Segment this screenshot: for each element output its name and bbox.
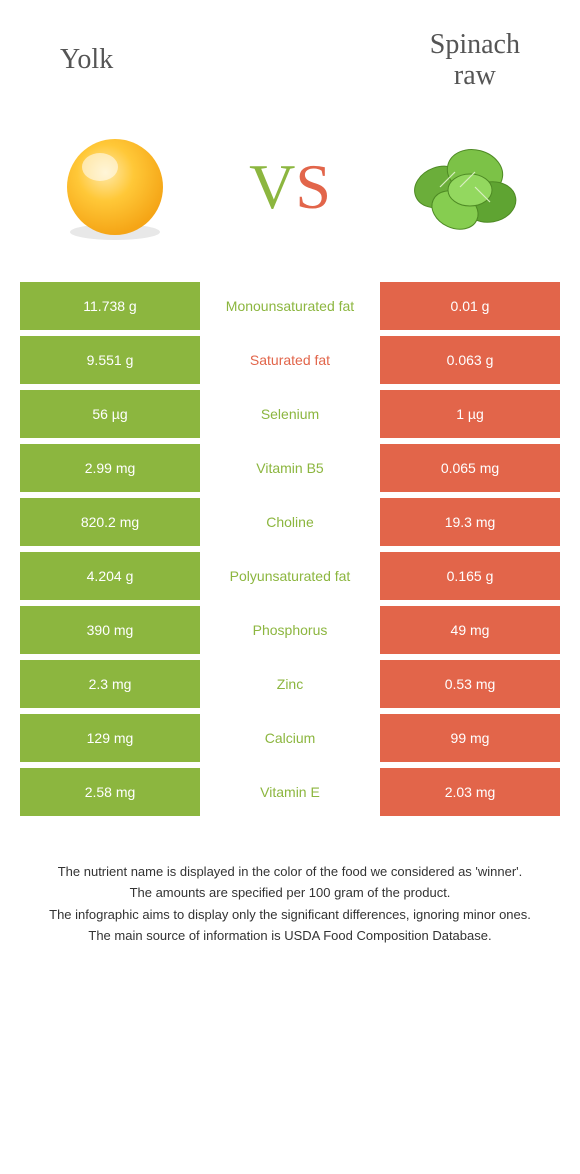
table-row: 56 µgSelenium1 µg [20, 390, 560, 438]
table-row: 4.204 gPolyunsaturated fat0.165 g [20, 552, 560, 600]
nutrient-label: Calcium [200, 714, 380, 762]
left-value: 2.99 mg [20, 444, 200, 492]
right-food-title: Spinach raw [430, 30, 520, 92]
right-value: 0.063 g [380, 336, 560, 384]
nutrient-label: Phosphorus [200, 606, 380, 654]
left-value: 2.58 mg [20, 768, 200, 816]
right-value: 2.03 mg [380, 768, 560, 816]
right-title-line2: raw [430, 61, 520, 92]
left-value: 390 mg [20, 606, 200, 654]
right-value: 0.53 mg [380, 660, 560, 708]
right-value: 0.165 g [380, 552, 560, 600]
footnote-line: The nutrient name is displayed in the co… [30, 862, 550, 882]
left-value: 820.2 mg [20, 498, 200, 546]
right-value: 0.065 mg [380, 444, 560, 492]
table-row: 390 mgPhosphorus49 mg [20, 606, 560, 654]
table-row: 2.99 mgVitamin B50.065 mg [20, 444, 560, 492]
nutrient-label: Selenium [200, 390, 380, 438]
left-value: 4.204 g [20, 552, 200, 600]
table-row: 2.58 mgVitamin E2.03 mg [20, 768, 560, 816]
vs-v: V [249, 150, 295, 224]
yolk-image [50, 122, 180, 252]
left-value: 9.551 g [20, 336, 200, 384]
vs-s: S [295, 150, 331, 224]
left-value: 129 mg [20, 714, 200, 762]
right-value: 49 mg [380, 606, 560, 654]
table-row: 9.551 gSaturated fat0.063 g [20, 336, 560, 384]
nutrient-label: Vitamin E [200, 768, 380, 816]
nutrient-label: Vitamin B5 [200, 444, 380, 492]
table-row: 820.2 mgCholine19.3 mg [20, 498, 560, 546]
right-value: 1 µg [380, 390, 560, 438]
left-value: 11.738 g [20, 282, 200, 330]
footnote-line: The amounts are specified per 100 gram o… [30, 883, 550, 903]
spinach-image [400, 122, 530, 252]
footnotes: The nutrient name is displayed in the co… [0, 822, 580, 968]
comparison-table: 11.738 gMonounsaturated fat0.01 g 9.551 g… [20, 282, 560, 816]
nutrient-label: Choline [200, 498, 380, 546]
table-row: 129 mgCalcium99 mg [20, 714, 560, 762]
nutrient-label: Polyunsaturated fat [200, 552, 380, 600]
vs-label: VS [249, 150, 331, 224]
vs-row: VS [0, 112, 580, 282]
nutrient-label: Saturated fat [200, 336, 380, 384]
right-title-line1: Spinach [430, 30, 520, 61]
right-value: 19.3 mg [380, 498, 560, 546]
footnote-line: The infographic aims to display only the… [30, 905, 550, 925]
right-value: 0.01 g [380, 282, 560, 330]
header: Yolk Spinach raw [0, 0, 580, 112]
footnote-line: The main source of information is USDA F… [30, 926, 550, 946]
table-row: 11.738 gMonounsaturated fat0.01 g [20, 282, 560, 330]
nutrient-label: Zinc [200, 660, 380, 708]
left-value: 2.3 mg [20, 660, 200, 708]
table-row: 2.3 mgZinc0.53 mg [20, 660, 560, 708]
nutrient-label: Monounsaturated fat [200, 282, 380, 330]
left-value: 56 µg [20, 390, 200, 438]
right-value: 99 mg [380, 714, 560, 762]
left-food-title: Yolk [60, 45, 113, 76]
